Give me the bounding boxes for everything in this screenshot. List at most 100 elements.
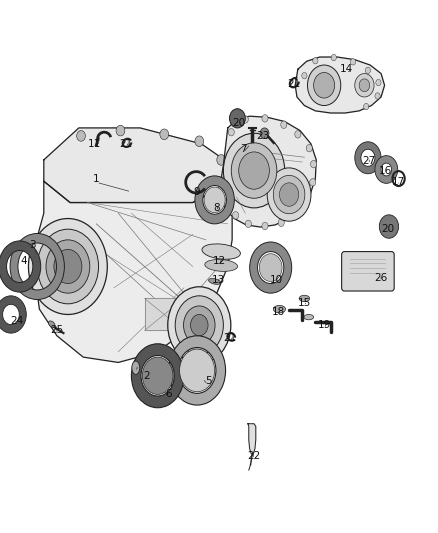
Wedge shape [0,296,26,333]
Circle shape [221,176,230,187]
Ellipse shape [205,260,237,271]
Circle shape [292,209,298,217]
Ellipse shape [299,295,310,302]
Circle shape [184,306,215,344]
Circle shape [310,179,316,186]
Circle shape [311,160,317,168]
Text: 21: 21 [287,79,300,89]
Text: 3: 3 [29,240,36,250]
Circle shape [273,175,305,214]
Circle shape [228,128,234,136]
Ellipse shape [273,305,286,313]
Wedge shape [10,233,64,300]
Polygon shape [44,128,232,203]
Circle shape [306,144,312,152]
Text: 24: 24 [10,316,23,326]
Circle shape [142,357,173,394]
Circle shape [160,129,169,140]
Circle shape [314,72,335,98]
Ellipse shape [202,244,240,259]
Polygon shape [145,298,184,330]
Text: 15: 15 [298,298,311,308]
Text: 25: 25 [50,326,64,335]
Text: 20: 20 [232,118,245,127]
Circle shape [46,240,90,293]
Text: 17: 17 [392,177,405,187]
Wedge shape [375,156,398,183]
Circle shape [376,79,381,86]
Text: 14: 14 [339,64,353,74]
Wedge shape [131,344,184,408]
Circle shape [304,195,310,202]
Circle shape [279,183,299,206]
Wedge shape [169,336,226,405]
Text: 7: 7 [240,144,247,154]
Text: 4: 4 [21,256,28,266]
Circle shape [267,168,311,221]
Polygon shape [295,57,385,113]
Circle shape [230,109,245,128]
Text: 20: 20 [381,224,394,234]
Ellipse shape [132,361,140,374]
Text: 8: 8 [213,203,220,213]
Circle shape [231,143,277,198]
Circle shape [262,222,268,230]
Circle shape [364,103,369,110]
Ellipse shape [208,279,221,284]
Text: 1: 1 [93,174,100,183]
Circle shape [350,59,356,65]
Polygon shape [248,424,256,454]
Circle shape [37,229,99,304]
Circle shape [217,155,226,165]
Circle shape [295,131,301,138]
Circle shape [307,65,341,106]
Text: 16: 16 [379,166,392,175]
Circle shape [180,349,215,392]
Circle shape [223,133,285,208]
Circle shape [191,314,208,336]
Circle shape [28,219,107,314]
Text: 22: 22 [247,451,261,461]
Circle shape [116,125,125,136]
Circle shape [281,121,287,128]
Text: 5: 5 [205,376,212,386]
Circle shape [379,215,399,238]
Circle shape [239,152,269,189]
Circle shape [313,58,318,64]
Polygon shape [35,181,232,362]
Text: 11: 11 [88,139,101,149]
Text: 27: 27 [363,156,376,166]
Circle shape [223,199,229,206]
Wedge shape [355,142,381,174]
Ellipse shape [304,314,314,320]
Text: 13: 13 [212,275,225,285]
Text: 18: 18 [272,307,285,317]
Circle shape [278,219,284,227]
Wedge shape [250,242,292,293]
Circle shape [54,249,82,284]
Text: 2: 2 [143,371,150,381]
FancyBboxPatch shape [342,252,394,291]
Text: 9: 9 [193,187,200,197]
Text: 21: 21 [223,334,237,343]
Ellipse shape [49,321,55,327]
Text: 10: 10 [269,275,283,285]
Wedge shape [195,176,234,224]
Circle shape [302,72,307,79]
Circle shape [168,287,231,364]
Text: 6: 6 [165,390,172,399]
Text: 23: 23 [256,131,269,141]
Circle shape [355,74,374,97]
Wedge shape [0,241,41,292]
Text: 21: 21 [119,139,132,149]
Circle shape [359,79,370,92]
Circle shape [195,136,204,147]
Text: 26: 26 [374,273,388,283]
Circle shape [77,131,85,141]
Circle shape [262,115,268,122]
Circle shape [259,254,282,281]
Polygon shape [221,116,316,227]
Text: 12: 12 [212,256,226,266]
Circle shape [242,116,248,123]
Circle shape [245,220,251,228]
